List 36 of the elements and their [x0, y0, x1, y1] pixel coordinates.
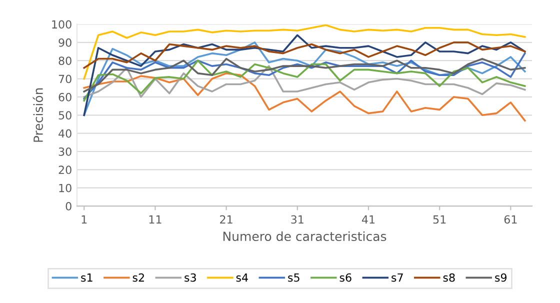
y-tick-label: 40	[58, 129, 72, 138]
line-series	[83, 42, 526, 69]
x-tick-label: 51	[433, 215, 446, 224]
line-series	[83, 72, 526, 122]
y-tick-label: 90	[58, 38, 72, 47]
y-tick-label: 10	[59, 184, 72, 192]
line-series	[83, 24, 526, 80]
x-tick-label: 1	[82, 215, 87, 224]
legend-label: s2	[132, 273, 144, 282]
x-tick-label: 41	[362, 215, 375, 224]
y-tick-label: 70	[58, 74, 72, 84]
legend-label: s4	[236, 274, 248, 282]
y-tick-label: 0	[66, 202, 72, 210]
y-tick-label: 100	[52, 20, 72, 29]
legend-label: s8	[443, 273, 455, 282]
line-series	[83, 58, 526, 92]
legend-label: s7	[392, 274, 403, 282]
line-series	[83, 65, 526, 98]
legend-label: s1	[81, 274, 92, 282]
line-series	[83, 60, 526, 102]
legend-label: s9	[495, 273, 507, 282]
y-tick-label: 30	[58, 147, 72, 156]
y-tick-label: 60	[58, 92, 72, 102]
legend-label: s5	[288, 274, 300, 282]
legend-label: s3	[184, 273, 196, 282]
y-axis-title: Precisión	[32, 88, 43, 142]
x-tick-label: 21	[220, 215, 232, 224]
line-series	[83, 52, 526, 100]
y-tick-label: 50	[58, 111, 72, 120]
y-tick-label: 20	[58, 166, 72, 174]
x-tick-label: 31	[291, 215, 304, 224]
legend-label: s6	[340, 273, 352, 282]
x-tick-label: 11	[149, 215, 162, 224]
y-tick-label: 80	[58, 56, 72, 65]
x-tick-label: 61	[504, 215, 517, 224]
x-axis-title: Numero de caracteristicas	[223, 231, 386, 242]
